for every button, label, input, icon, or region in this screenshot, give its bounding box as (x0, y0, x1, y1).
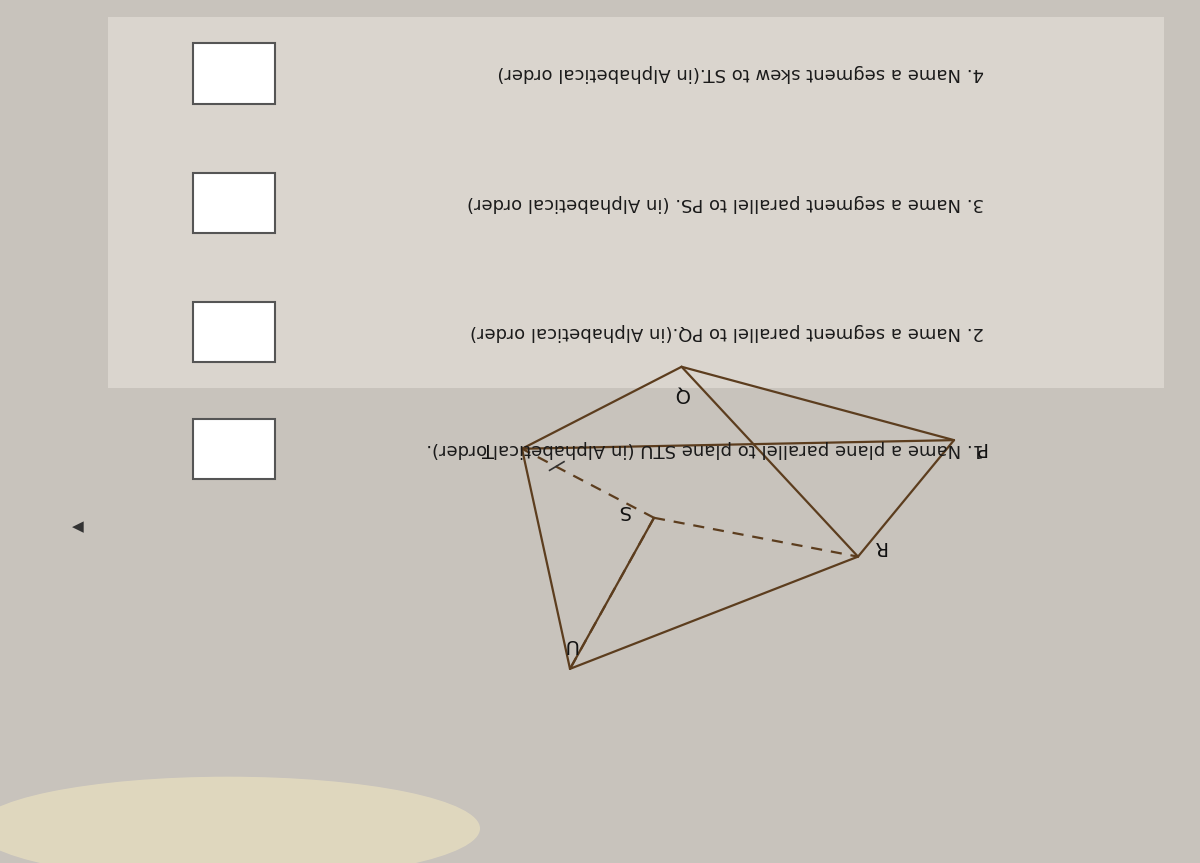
Text: R: R (872, 537, 887, 556)
FancyBboxPatch shape (193, 43, 275, 104)
FancyBboxPatch shape (193, 419, 275, 479)
FancyBboxPatch shape (108, 17, 1164, 388)
Text: 3. Name a segment parallel to PS. (in Alphabetical order): 3. Name a segment parallel to PS. (in Al… (467, 194, 984, 211)
Text: ◀: ◀ (72, 519, 84, 534)
FancyBboxPatch shape (193, 173, 275, 233)
Text: U: U (563, 635, 577, 654)
Text: S: S (618, 501, 630, 520)
Text: Q: Q (674, 385, 689, 404)
Text: 4. Name a segment skew to ST.(in Alphabetical order): 4. Name a segment skew to ST.(in Alphabe… (497, 65, 984, 82)
Text: 2. Name a segment parallel to PQ.(in Alphabetical order): 2. Name a segment parallel to PQ.(in Alp… (470, 324, 984, 341)
Ellipse shape (0, 777, 480, 863)
Text: T: T (482, 439, 494, 458)
FancyBboxPatch shape (193, 302, 275, 362)
Text: P: P (974, 438, 986, 457)
Text: 1. Name a plane parallel to plane STU (in Alphabetical order).: 1. Name a plane parallel to plane STU (i… (426, 440, 984, 457)
